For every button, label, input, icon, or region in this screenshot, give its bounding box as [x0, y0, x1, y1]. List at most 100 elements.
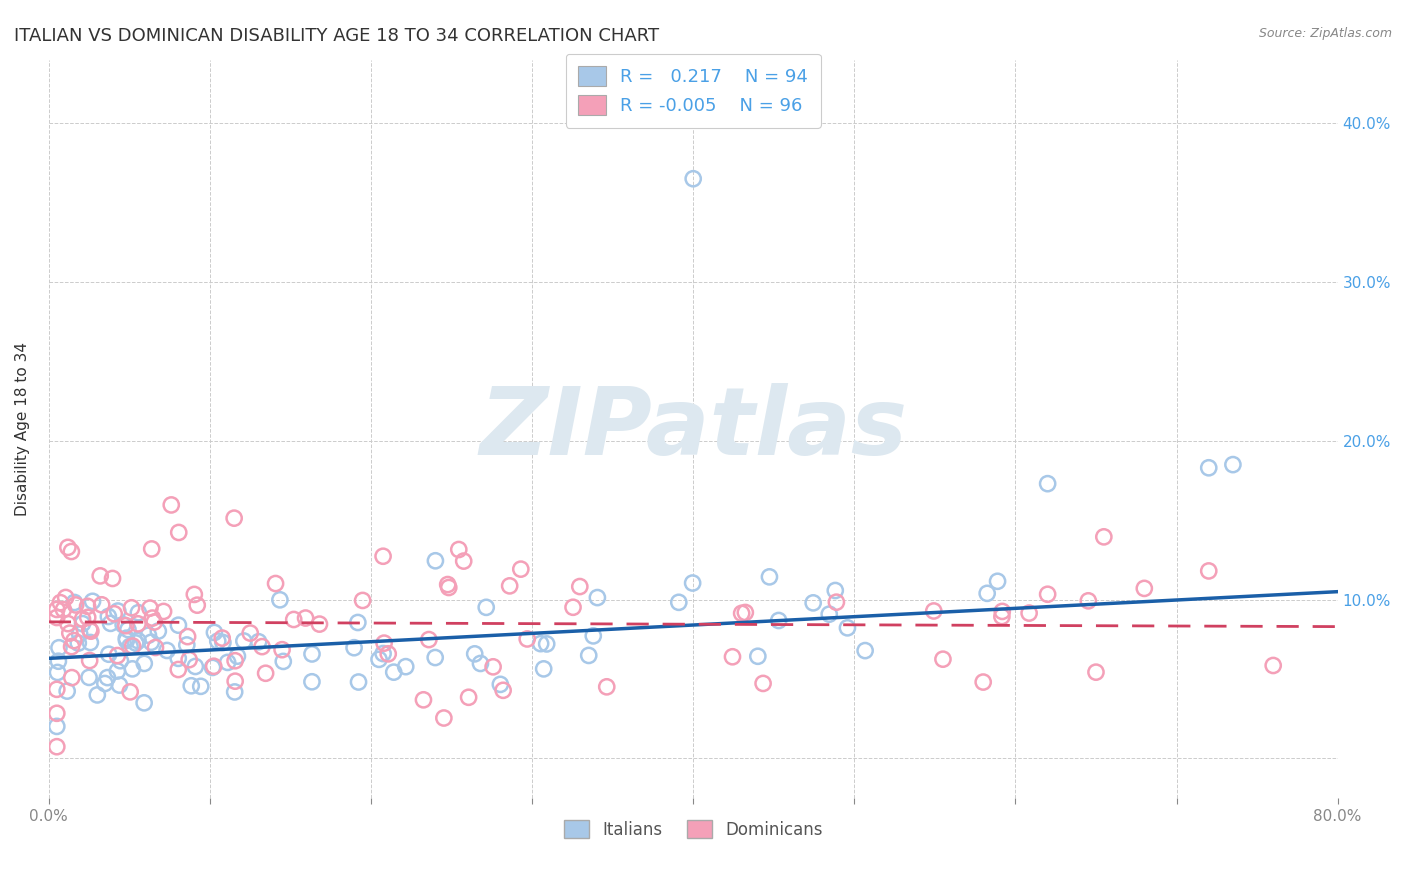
Point [453, 554, 475, 568]
Point [152, 604, 174, 618]
Point [853, 643, 876, 657]
Point [117, 623, 139, 637]
Point [586, 591, 609, 605]
Point [768, 614, 790, 628]
Point [1036, 587, 1059, 601]
Point [80, 624, 103, 639]
Point [45, 739, 67, 754]
Point [371, 549, 394, 564]
Point [250, 640, 273, 654]
Point [801, 596, 824, 610]
Point [464, 647, 486, 661]
Point [470, 657, 492, 671]
Point [211, 631, 233, 645]
Point [94, 676, 117, 690]
Point [190, 679, 212, 693]
Point [60, 544, 83, 558]
Point [183, 587, 205, 601]
Point [100, 616, 122, 631]
Point [148, 624, 170, 638]
Point [176, 638, 198, 652]
Point [167, 663, 190, 677]
Point [112, 617, 135, 632]
Point [207, 634, 229, 648]
Point [224, 685, 246, 699]
Point [145, 640, 167, 655]
Point [395, 659, 418, 673]
Point [45, 602, 67, 616]
Point [991, 609, 1014, 624]
Point [204, 625, 226, 640]
Point [176, 630, 198, 644]
Point [184, 659, 207, 673]
Point [283, 612, 305, 626]
Point [56, 616, 79, 631]
Point [377, 647, 399, 661]
Point [224, 511, 246, 525]
Point [115, 633, 138, 648]
Point [89, 569, 111, 583]
Point [239, 626, 262, 640]
Point [818, 607, 841, 622]
Point [72, 612, 94, 626]
Point [1018, 606, 1040, 620]
Point [922, 604, 945, 618]
Point [568, 580, 591, 594]
Point [115, 618, 138, 632]
Point [186, 598, 208, 612]
Point [825, 595, 848, 609]
Point [373, 636, 395, 650]
Point [264, 576, 287, 591]
Point [1036, 476, 1059, 491]
Point [972, 675, 994, 690]
Point [509, 562, 531, 576]
Point [516, 632, 538, 646]
Point [179, 653, 201, 667]
Point [180, 679, 202, 693]
Point [301, 674, 323, 689]
Point [301, 647, 323, 661]
Point [1263, 658, 1285, 673]
Point [121, 600, 143, 615]
Point [475, 600, 498, 615]
Point [530, 637, 553, 651]
Point [60, 640, 83, 654]
Point [457, 690, 479, 705]
Point [562, 600, 585, 615]
Point [271, 642, 294, 657]
Point [232, 634, 254, 648]
Point [217, 656, 239, 670]
Point [101, 572, 124, 586]
Point [55, 591, 77, 605]
Point [45, 610, 67, 624]
Point [1133, 582, 1156, 596]
Point [76, 599, 98, 614]
Point [489, 677, 512, 691]
Point [308, 617, 330, 632]
Point [202, 659, 225, 673]
Point [143, 615, 166, 629]
Point [86, 688, 108, 702]
Y-axis label: Disability Age 18 to 34: Disability Age 18 to 34 [15, 342, 30, 516]
Text: Source: ZipAtlas.com: Source: ZipAtlas.com [1258, 27, 1392, 40]
Point [45, 706, 67, 721]
Point [45, 682, 67, 697]
Point [482, 660, 505, 674]
Point [72, 616, 94, 631]
Point [533, 662, 555, 676]
Point [49, 596, 72, 610]
Point [160, 498, 183, 512]
Point [991, 604, 1014, 618]
Point [121, 639, 143, 653]
Point [63, 595, 86, 609]
Point [837, 621, 859, 635]
Point [127, 606, 149, 620]
Point [758, 570, 780, 584]
Point [447, 542, 470, 557]
Point [436, 577, 458, 591]
Point [371, 647, 394, 661]
Point [141, 541, 163, 556]
Point [127, 633, 149, 648]
Point [120, 685, 142, 699]
Legend: Italians, Dominicans: Italians, Dominicans [557, 814, 830, 846]
